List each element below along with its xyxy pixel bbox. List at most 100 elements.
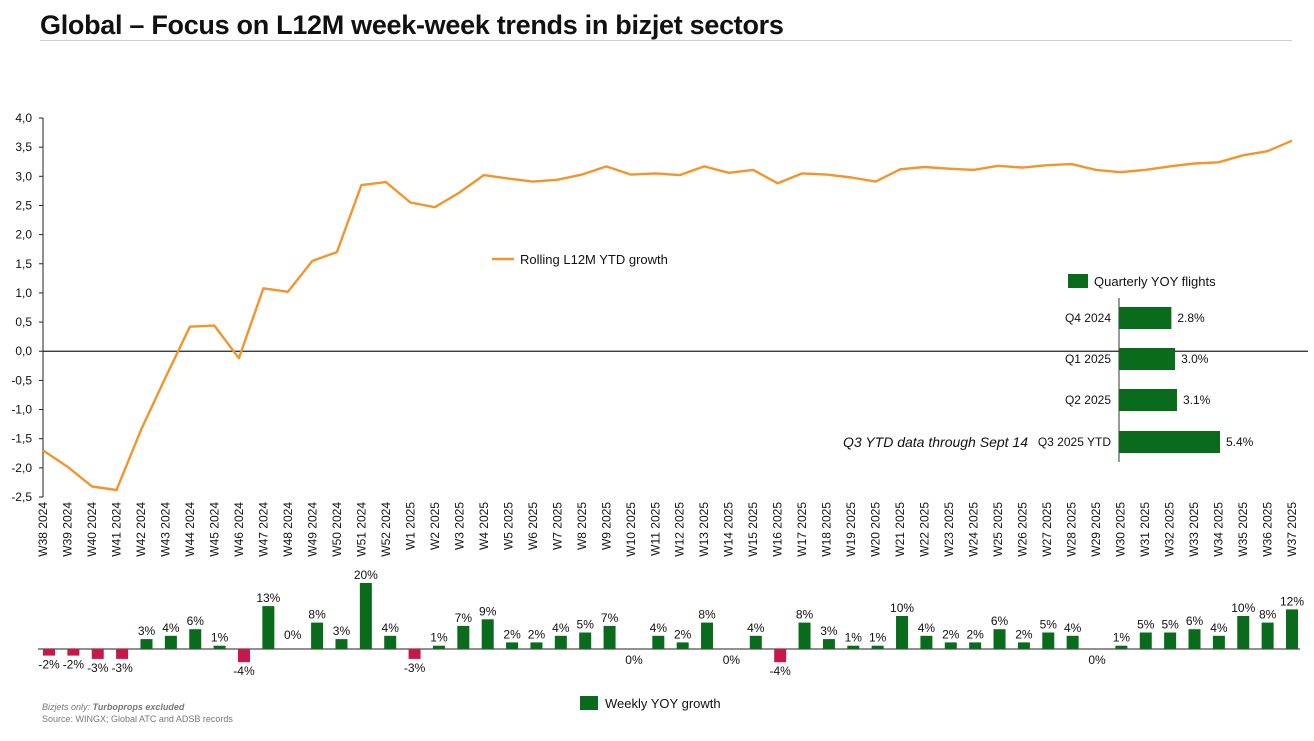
x-tick-label: W45 2024 xyxy=(207,502,221,557)
y-tick-label: -0,5 xyxy=(11,373,32,387)
x-tick-label: W5 2025 xyxy=(501,502,515,550)
weekly-bar xyxy=(944,642,957,649)
weekly-bar xyxy=(798,622,811,649)
weekly-data-label: 1% xyxy=(430,631,448,645)
weekly-bar xyxy=(822,639,835,649)
weekly-bar xyxy=(164,635,177,649)
weekly-data-label: 2% xyxy=(966,627,984,641)
weekly-data-label: -3% xyxy=(111,661,133,675)
weekly-data-label: -3% xyxy=(404,661,426,675)
weekly-data-label: 7% xyxy=(601,611,619,625)
weekly-bar xyxy=(701,622,714,649)
weekly-data-label: 10% xyxy=(890,601,914,615)
weekly-data-label: 9% xyxy=(479,604,497,618)
weekly-bar xyxy=(457,625,470,649)
weekly-bar xyxy=(896,616,909,649)
x-tick-label: W32 2025 xyxy=(1163,502,1177,557)
weekly-bar xyxy=(993,629,1006,649)
weekly-bar xyxy=(384,635,397,649)
weekly-data-label: 1% xyxy=(869,631,887,645)
weekly-data-label: -3% xyxy=(87,661,109,675)
weekly-data-label: 1% xyxy=(845,631,863,645)
quarterly-data-label: 5.4% xyxy=(1226,435,1254,449)
y-tick-label: 2,5 xyxy=(15,198,32,212)
x-tick-label: W44 2024 xyxy=(183,502,197,557)
weekly-bar xyxy=(432,645,445,649)
weekly-bar xyxy=(652,635,665,649)
x-tick-label: W16 2025 xyxy=(771,502,785,557)
weekly-data-label: 2% xyxy=(942,627,960,641)
weekly-bar xyxy=(1139,632,1152,649)
weekly-bar xyxy=(1212,635,1225,649)
weekly-data-label: 1% xyxy=(1113,631,1131,645)
weekly-data-label: 4% xyxy=(918,621,936,635)
weekly-bar xyxy=(116,649,129,659)
x-tick-label: W1 2025 xyxy=(403,502,417,550)
y-tick-label: -1,0 xyxy=(11,403,32,417)
x-tick-label: W50 2024 xyxy=(330,502,344,557)
x-tick-label: W27 2025 xyxy=(1040,502,1054,557)
quarterly-category-label: Q4 2024 xyxy=(1065,311,1111,325)
weekly-data-label: 8% xyxy=(698,608,716,622)
weekly-bar xyxy=(554,635,567,649)
x-tick-label: W24 2025 xyxy=(967,502,981,557)
x-tick-label: W48 2024 xyxy=(281,502,295,557)
weekly-data-label: -4% xyxy=(233,664,255,678)
weekly-data-label: 2% xyxy=(528,627,546,641)
quarterly-category-label: Q1 2025 xyxy=(1065,352,1111,366)
x-tick-label: W3 2025 xyxy=(452,502,466,550)
weekly-data-label: 4% xyxy=(650,621,668,635)
weekly-data-label: 6% xyxy=(1186,614,1204,628)
x-tick-label: W30 2025 xyxy=(1114,502,1128,557)
x-tick-label: W18 2025 xyxy=(820,502,834,557)
weekly-data-label: 2% xyxy=(674,627,692,641)
x-tick-label: W34 2025 xyxy=(1212,502,1226,557)
x-tick-label: W14 2025 xyxy=(722,502,736,557)
weekly-data-label: 6% xyxy=(187,614,205,628)
x-tick-label: W20 2025 xyxy=(869,502,883,557)
x-tick-label: W31 2025 xyxy=(1138,502,1152,557)
weekly-bar xyxy=(237,649,250,663)
footnote-bizjets: Bizjets only: Turboprops excluded xyxy=(42,702,184,712)
quarterly-bar xyxy=(1119,389,1177,411)
x-tick-label: W36 2025 xyxy=(1261,502,1275,557)
y-tick-label: 3,0 xyxy=(15,169,32,183)
weekly-bar xyxy=(67,649,80,656)
x-tick-label: W37 2025 xyxy=(1285,502,1299,557)
weekly-bars: -2% -2% -3% -3%3% 4% 6%1%-4%13%0%8%3%20%4%-3%… xyxy=(38,568,1304,678)
weekly-bar xyxy=(676,642,689,649)
y-tick-label: 3,5 xyxy=(15,140,32,154)
weekly-data-label: 7% xyxy=(455,611,473,625)
weekly-data-label: -2% xyxy=(63,658,85,672)
weekly-bar xyxy=(1261,622,1274,649)
weekly-data-label: 5% xyxy=(1040,618,1058,632)
quarterly-legend-label: Quarterly YOY flights xyxy=(1094,274,1216,289)
weekly-bar xyxy=(749,635,762,649)
weekly-bar xyxy=(969,642,982,649)
y-axis: 4,0 3,5 3,0 2,5 2,0 1,5 1,0 0,5 0,0 -0,5 -1,0 -1,5 -… xyxy=(11,111,43,504)
weekly-bar xyxy=(311,622,324,649)
weekly-bar xyxy=(506,642,519,649)
x-tick-label: W42 2024 xyxy=(134,502,148,557)
weekly-data-label: 5% xyxy=(577,618,595,632)
weekly-bar xyxy=(213,645,226,649)
quarterly-bar xyxy=(1119,431,1220,453)
weekly-data-label: 5% xyxy=(1161,618,1179,632)
x-tick-label: W46 2024 xyxy=(232,502,246,557)
quarterly-bar xyxy=(1119,307,1172,329)
x-tick-label: W25 2025 xyxy=(991,502,1005,557)
x-tick-label: W28 2025 xyxy=(1065,502,1079,557)
weekly-bar xyxy=(140,639,153,649)
x-tick-label: W26 2025 xyxy=(1016,502,1030,557)
weekly-data-label: 8% xyxy=(796,608,814,622)
y-tick-label: -1,5 xyxy=(11,432,32,446)
x-tick-label: W6 2025 xyxy=(526,502,540,550)
y-tick-label: 0,5 xyxy=(15,315,32,329)
weekly-data-label: 3% xyxy=(138,624,156,638)
weekly-bar xyxy=(603,625,616,649)
quarterly-bars: Q4 2024 2.8% Q1 2025 3.0% Q2 2025 3.1% Q3 2025… xyxy=(1038,307,1254,453)
weekly-data-label: 4% xyxy=(382,621,400,635)
x-tick-label: W9 2025 xyxy=(599,502,613,550)
weekly-bar xyxy=(359,583,372,649)
